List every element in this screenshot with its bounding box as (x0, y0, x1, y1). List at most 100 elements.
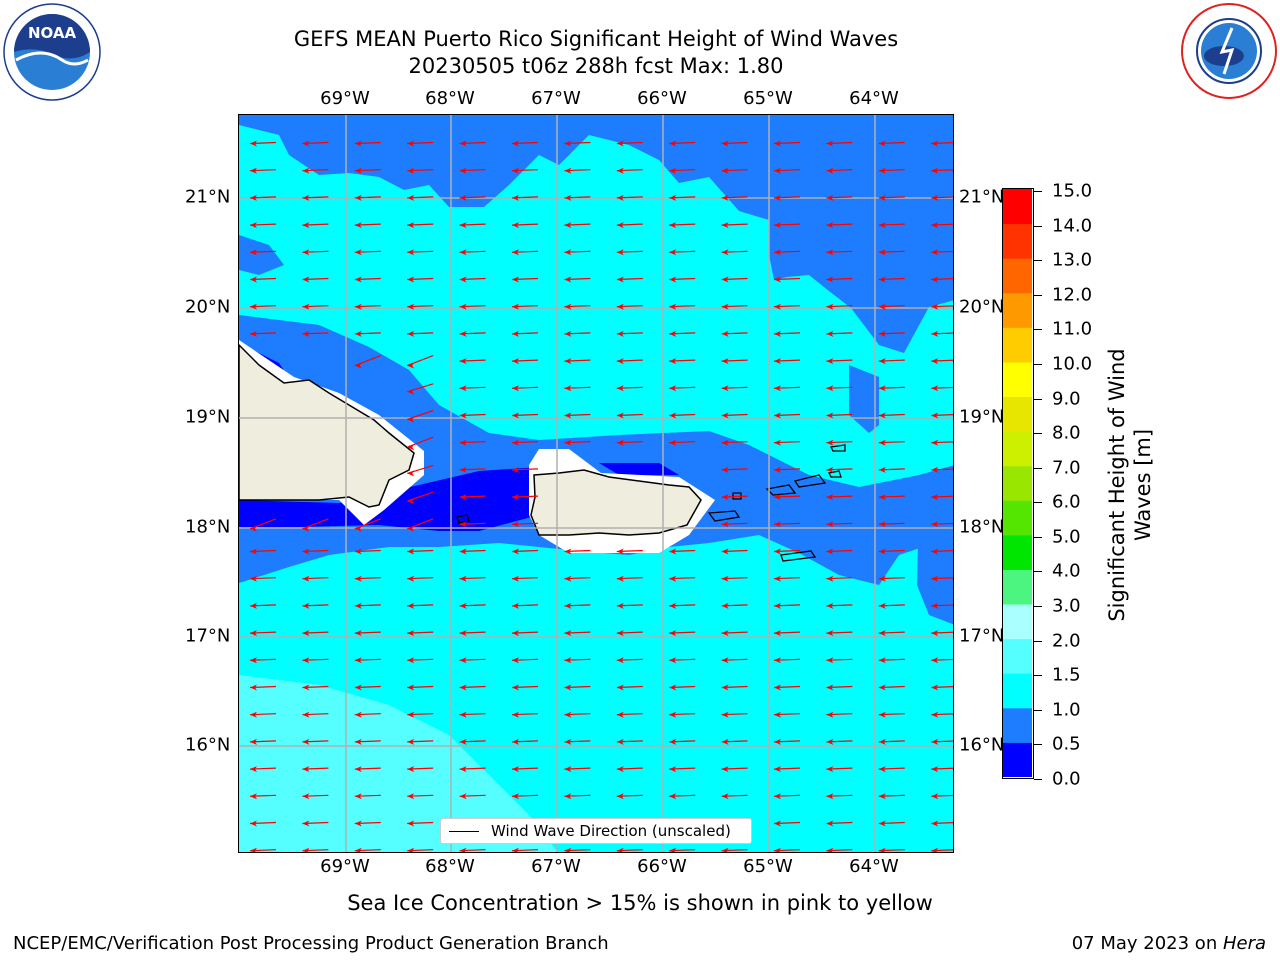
wave-direction-arrow (616, 358, 643, 365)
wave-direction-arrow (459, 385, 486, 392)
wave-direction-arrow (878, 358, 905, 365)
wave-direction-arrow (564, 766, 591, 773)
wave-direction-arrow (721, 358, 748, 365)
wave-direction-arrow (878, 494, 905, 501)
wave-direction-arrow (459, 194, 486, 201)
wave-direction-arrow (249, 738, 277, 745)
wave-direction-arrow (616, 575, 643, 582)
wave-direction-arrow (773, 793, 801, 800)
wave-direction-arrow (669, 140, 696, 147)
wave-direction-arrow (407, 491, 434, 505)
wave-direction-arrow (931, 684, 953, 691)
wave-direction-arrow (302, 276, 329, 283)
wave-direction-arrow (931, 385, 953, 392)
colorbar-tick-mark (1034, 571, 1042, 573)
colorbar-label: Significant Height of Wind Waves [m] (1104, 348, 1156, 621)
wave-direction-arrow (249, 194, 277, 201)
virgin-islands-east (793, 474, 827, 488)
map-panel[interactable] (238, 114, 954, 853)
wave-direction-arrow (669, 330, 696, 337)
wave-direction-arrow (407, 330, 434, 337)
wave-direction-arrow (721, 738, 748, 745)
wave-direction-arrow (459, 602, 486, 609)
lat-label-left: 17°N (185, 625, 231, 647)
wave-direction-arrow (826, 602, 853, 609)
colorbar-tick-mark (1034, 398, 1042, 400)
wave-direction-arrow (616, 412, 643, 419)
wave-direction-arrow (931, 412, 953, 419)
wave-direction-arrow (354, 140, 381, 147)
wave-direction-arrow (721, 847, 748, 852)
wave-direction-arrow (669, 194, 696, 201)
wave-direction-arrow (721, 276, 748, 283)
wave-direction-arrow (878, 140, 905, 147)
wave-direction-arrow (878, 630, 905, 637)
colorbar-label-line2: Waves [m] (1131, 428, 1155, 542)
wave-direction-arrow (407, 602, 434, 609)
wave-direction-arrow (616, 684, 643, 691)
wave-direction-arrow (459, 412, 486, 419)
wave-direction-arrow (826, 684, 853, 691)
wave-direction-arrow (721, 303, 748, 310)
wave-direction-arrow (407, 194, 434, 201)
wave-direction-arrow (826, 466, 853, 473)
wave-direction-arrow (511, 222, 539, 229)
wave-direction-arrow (459, 548, 486, 555)
colorbar (1002, 188, 1034, 779)
wave-direction-arrow (826, 249, 853, 256)
wave-direction-arrow (878, 222, 905, 229)
anegada-island (828, 470, 842, 478)
wave-direction-arrow (878, 738, 905, 745)
hispaniola-land (239, 343, 415, 508)
wave-direction-arrow (511, 358, 539, 365)
wave-direction-arrow (616, 602, 643, 609)
wave-direction-arrow (354, 711, 381, 718)
wave-direction-arrow (407, 793, 434, 800)
colorbar-tick-mark (1034, 225, 1042, 227)
wave-direction-arrow (354, 194, 381, 201)
noaa-logo: NOAA (2, 2, 102, 102)
wave-direction-arrow (616, 657, 643, 664)
wave-direction-arrow (878, 602, 905, 609)
wave-direction-arrow (511, 439, 539, 446)
wave-direction-arrow (669, 412, 696, 419)
wave-direction-arrow (302, 793, 329, 800)
colorbar-tick-label: 14.0 (1052, 215, 1093, 237)
lat-label-left: 19°N (185, 406, 231, 428)
wave-direction-arrow (511, 194, 539, 201)
wave-direction-arrow (826, 494, 853, 501)
footer-credit: NCEP/EMC/Verification Post Processing Pr… (13, 933, 609, 954)
wave-direction-arrow (669, 684, 696, 691)
wave-direction-arrow (511, 602, 539, 609)
noaa-logo-text: NOAA (28, 24, 77, 42)
lon-label-bottom: 65°W (743, 856, 793, 877)
wave-direction-arrow (669, 602, 696, 609)
wave-direction-arrow (511, 684, 539, 691)
footer-date-text: 07 May 2023 on (1071, 933, 1223, 954)
wave-direction-arrow (616, 738, 643, 745)
wave-direction-arrow (878, 194, 905, 201)
wave-direction-arrow (459, 222, 486, 229)
wave-direction-arrow (773, 738, 801, 745)
wave-direction-arrow (826, 711, 853, 718)
wave-direction-arrow (354, 793, 381, 800)
wave-direction-arrow (407, 575, 434, 582)
wave-direction-arrow (511, 466, 539, 473)
colorbar-tick-mark (1034, 744, 1042, 746)
wave-direction-arrow (669, 276, 696, 283)
wave-direction-arrow (826, 140, 853, 147)
wave-direction-arrow (721, 494, 748, 501)
wave-direction-arrow (773, 276, 801, 283)
wave-direction-arrow (826, 657, 853, 664)
wave-direction-arrow (407, 820, 434, 827)
colorbar-tick-mark (1034, 294, 1042, 296)
colorbar-swatch (1003, 361, 1032, 398)
lon-label-bottom: 64°W (849, 856, 899, 877)
wave-direction-arrow (511, 276, 539, 283)
wave-direction-arrow (826, 548, 853, 555)
lon-label-top: 66°W (637, 88, 687, 109)
wave-direction-arrow (773, 575, 801, 582)
colorbar-tick-label: 4.0 (1052, 560, 1081, 582)
wave-direction-arrow (773, 330, 801, 337)
wave-direction-arrow (249, 518, 277, 532)
